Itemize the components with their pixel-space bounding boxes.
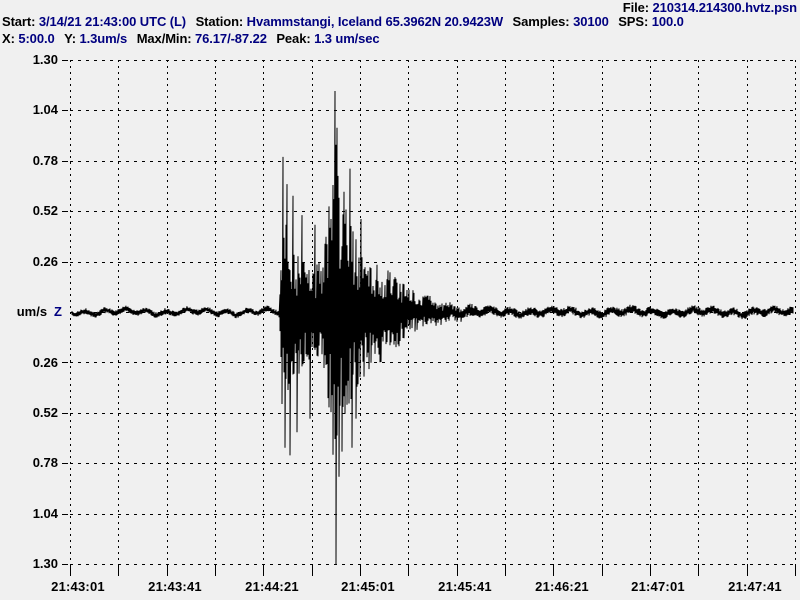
seismic-trace xyxy=(71,90,794,565)
x-tick-label: 21:47:01 xyxy=(631,579,685,594)
station-value: Hvammstangi, Iceland 65.3962N 20.9423W xyxy=(246,14,504,29)
y-tick-label: 0.52 xyxy=(32,405,58,420)
y-tick-label: 0.26 xyxy=(32,254,58,269)
y-tick-label: 1.30 xyxy=(32,556,58,571)
y-tick-label: 0.52 xyxy=(32,203,58,218)
peak-label: Peak: xyxy=(276,31,311,46)
x-tick-label: 21:43:41 xyxy=(148,579,202,594)
sps-label: SPS: xyxy=(618,14,649,29)
samples-field: Samples: 30100 xyxy=(513,14,613,29)
x-tick-label: 21:47:41 xyxy=(728,579,782,594)
y-axis-unit: um/s Z xyxy=(0,305,62,318)
file-value: 210314.214300.hvtz.psn xyxy=(652,0,797,15)
x-tick-label: 21:43:01 xyxy=(51,579,105,594)
peak-field: Peak: 1.3 um/sec xyxy=(276,31,379,46)
y-scale-label: Y: xyxy=(64,31,76,46)
x-tick-label: 21:46:21 xyxy=(535,579,589,594)
unit-text: um/s xyxy=(16,304,48,319)
header-line-1: Start: 3/14/21 21:43:00 UTC (L) Station:… xyxy=(2,15,690,28)
station-label: Station: xyxy=(195,14,244,29)
y-scale-field: Y: 1.3um/s xyxy=(64,31,131,46)
x-tick-label: 21:45:01 xyxy=(341,579,395,594)
x-scale-label: X: xyxy=(2,31,15,46)
samples-value: 30100 xyxy=(573,14,609,29)
start-label: Start: xyxy=(2,14,36,29)
peak-value: 1.3 um/sec xyxy=(314,31,380,46)
y-tick-label: 1.04 xyxy=(32,506,58,521)
y-scale-value: 1.3um/s xyxy=(79,31,128,46)
x-tick-label: 21:45:41 xyxy=(438,579,492,594)
start-field: Start: 3/14/21 21:43:00 UTC (L) xyxy=(2,14,190,29)
sps-field: SPS: 100.0 xyxy=(618,14,684,29)
y-tick-label: 0.78 xyxy=(32,153,58,168)
sps-value: 100.0 xyxy=(651,14,684,29)
y-tick-label: 0.26 xyxy=(32,355,58,370)
channel-text: Z xyxy=(54,304,62,319)
x-tick-label: 21:44:21 xyxy=(245,579,299,594)
file-label: File: xyxy=(622,0,649,15)
maxmin-field: Max/Min: 76.17/-87.22 xyxy=(137,31,271,46)
samples-label: Samples: xyxy=(512,14,570,29)
maxmin-value: 76.17/-87.22 xyxy=(195,31,267,46)
start-value: 3/14/21 21:43:00 UTC (L) xyxy=(38,14,187,29)
station-field: Station: Hvammstangi, Iceland 65.3962N 2… xyxy=(196,14,507,29)
y-tick-label: 1.04 xyxy=(32,102,58,117)
maxmin-label: Max/Min: xyxy=(136,31,192,46)
x-scale-field: X: 5:00.0 xyxy=(2,31,58,46)
header-line-2: X: 5:00.0 Y: 1.3um/s Max/Min: 76.17/-87.… xyxy=(2,32,386,45)
file-field: File: 210314.214300.hvtz.psn xyxy=(623,1,797,14)
y-tick-label: 1.30 xyxy=(32,52,58,67)
y-tick-label: 0.78 xyxy=(32,455,58,470)
x-scale-value: 5:00.0 xyxy=(18,31,55,46)
